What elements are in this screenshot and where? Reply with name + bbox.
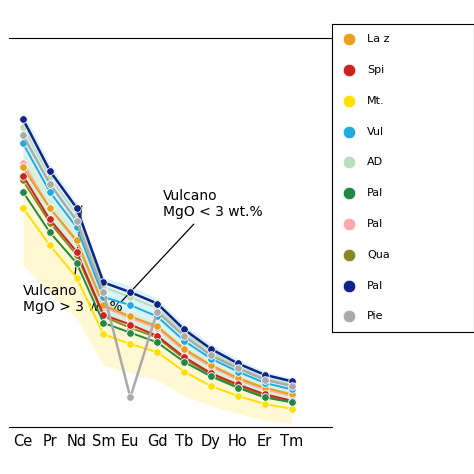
Text: La z: La z — [367, 34, 390, 44]
Text: Qua: Qua — [367, 250, 390, 260]
Text: Spi: Spi — [367, 65, 384, 75]
Text: Pie: Pie — [367, 311, 384, 321]
Text: Vulcano
MgO > 3 wt.%: Vulcano MgO > 3 wt.% — [23, 206, 123, 314]
Text: Vul: Vul — [367, 127, 384, 137]
Text: AD: AD — [367, 157, 383, 167]
Text: Vulcano
MgO < 3 wt.%: Vulcano MgO < 3 wt.% — [121, 189, 262, 301]
Text: Pal: Pal — [367, 281, 383, 291]
Text: Mt.: Mt. — [367, 96, 385, 106]
Text: Pal: Pal — [367, 188, 383, 198]
Text: Pal: Pal — [367, 219, 383, 229]
